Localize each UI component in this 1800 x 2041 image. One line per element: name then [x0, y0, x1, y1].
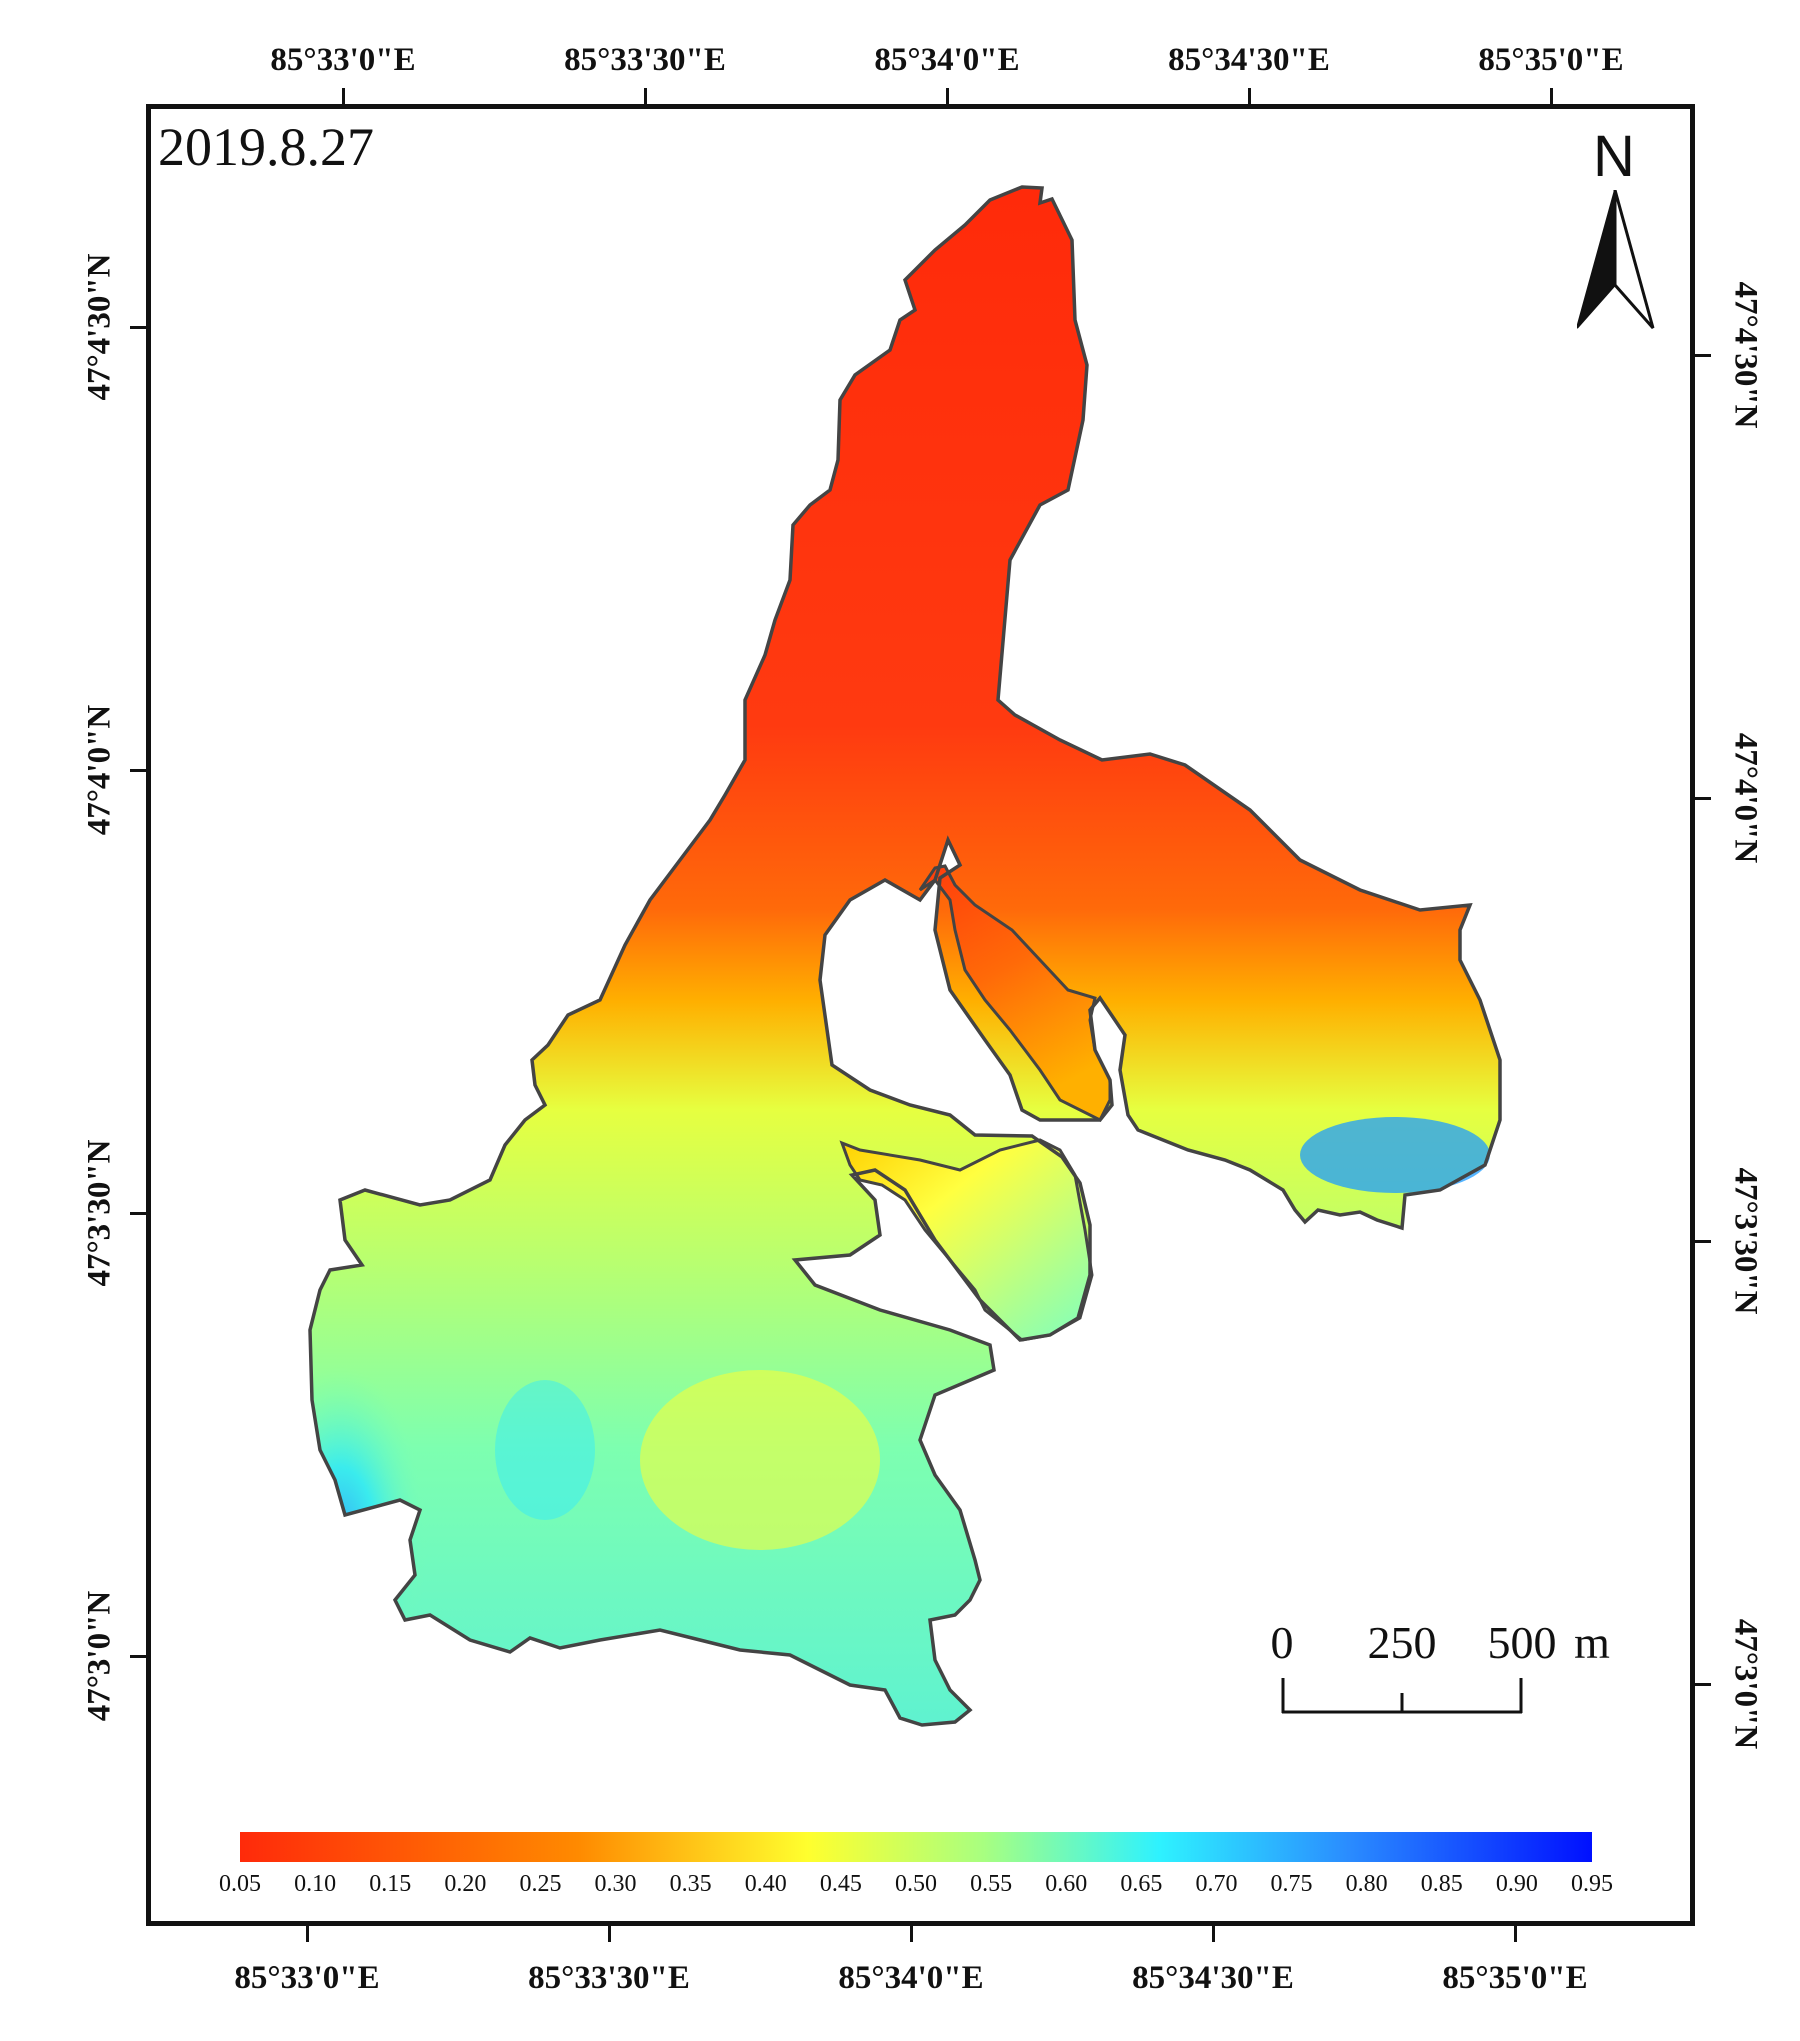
colorbar-tick-label: 0.95	[1571, 1871, 1613, 1897]
left-lat-label-3: 47°3'30"N	[81, 1139, 118, 1287]
left-lat-label-2: 47°4'0"N	[81, 704, 118, 836]
colorbar-tick-label: 0.75	[1270, 1871, 1313, 1897]
right-tick-1	[1695, 354, 1711, 357]
main-lake-outline	[308, 185, 1502, 1727]
colorbar-tick-label: 0.90	[1495, 1871, 1538, 1897]
colorbar-gradient	[240, 1832, 1592, 1862]
bottom-lon-label-1: 85°33'0"E	[234, 1960, 380, 1996]
scale-bar-line	[1281, 1678, 1523, 1714]
colorbar-tick-label: 0.80	[1345, 1871, 1388, 1897]
colorbar-tick-label: 0.50	[895, 1871, 937, 1897]
colorbar-tick-label: 0.45	[819, 1871, 862, 1897]
colorbar-tick-label: 0.05	[219, 1871, 261, 1897]
right-tick-4	[1695, 1683, 1711, 1686]
colorbar-tick-label: 0.60	[1045, 1871, 1088, 1897]
left-lat-label-1: 47°4'30"N	[81, 253, 118, 401]
bottom-lon-label-4: 85°34'30"E	[1132, 1960, 1294, 1996]
top-tick-5	[1550, 88, 1553, 104]
main-lake-yellow-patch	[640, 1370, 880, 1550]
top-tick-4	[1248, 88, 1251, 104]
north-arrow-icon	[1577, 190, 1655, 329]
colorbar-tick-label: 0.10	[294, 1871, 337, 1897]
colorbar-tick-label: 0.65	[1120, 1871, 1163, 1897]
top-lon-label-2: 85°33'30"E	[564, 42, 726, 78]
colorbar-tick-label: 0.15	[369, 1871, 412, 1897]
right-tick-3	[1695, 1240, 1711, 1243]
top-tick-1	[342, 88, 345, 104]
colorbar-tick-label: 0.35	[669, 1871, 712, 1897]
left-tick-2	[130, 769, 146, 772]
top-lon-label-5: 85°35'0"E	[1478, 42, 1624, 78]
top-lon-label-3: 85°34'0"E	[874, 42, 1020, 78]
main-lake-polygon	[310, 187, 1500, 1725]
right-lat-label-2: 47°4'0"N	[1727, 732, 1764, 864]
colorbar-tick-label: 0.55	[970, 1871, 1013, 1897]
left-lat-label-4: 47°3'0"N	[81, 1590, 118, 1722]
north-letter: N	[1593, 124, 1635, 189]
scale-label-250: 250	[1367, 1617, 1437, 1668]
colorbar-tick-label: 0.30	[594, 1871, 637, 1897]
colorbar-tick-label: 0.20	[444, 1871, 487, 1897]
bottom-lon-label-3: 85°34'0"E	[838, 1960, 984, 1996]
east-lobe-blue-patch	[1300, 1117, 1490, 1193]
top-lon-label-4: 85°34'30"E	[1168, 42, 1330, 78]
bottom-tick-4	[1212, 1926, 1215, 1942]
left-tick-3	[130, 1212, 146, 1215]
scale-label-0: 0	[1270, 1617, 1294, 1668]
top-tick-2	[644, 88, 647, 104]
bottom-tick-2	[608, 1926, 611, 1942]
right-lat-label-3: 47°3'30"N	[1727, 1167, 1764, 1315]
left-tick-1	[130, 326, 146, 329]
top-tick-3	[946, 88, 949, 104]
right-lat-label-4: 47°3'0"N	[1727, 1618, 1764, 1750]
bottom-tick-1	[306, 1926, 309, 1942]
colorbar-tick-label: 0.25	[519, 1871, 562, 1897]
top-lon-label-1: 85°33'0"E	[270, 42, 416, 78]
main-lake-blue-overlay	[310, 1160, 560, 1640]
bottom-lon-label-2: 85°33'30"E	[528, 1960, 690, 1996]
right-lat-label-1: 47°4'30"N	[1727, 281, 1764, 429]
main-lake-cyan-patch	[495, 1380, 595, 1520]
colorbar-tick-label: 0.70	[1195, 1871, 1238, 1897]
scale-label-500: 500	[1487, 1617, 1557, 1668]
right-tick-2	[1695, 797, 1711, 800]
map-frame	[146, 104, 1695, 1926]
bottom-lon-label-5: 85°35'0"E	[1442, 1960, 1588, 1996]
colorbar-tick-label: 0.40	[744, 1871, 787, 1897]
bottom-tick-3	[910, 1926, 913, 1942]
bottom-tick-5	[1514, 1926, 1517, 1942]
colorbar-tick-label: 0.85	[1420, 1871, 1463, 1897]
scale-unit: m	[1574, 1617, 1610, 1668]
left-tick-4	[130, 1655, 146, 1658]
date-label: 2019.8.27	[158, 117, 374, 177]
scale-bar: 0 250 500 m	[1270, 1620, 1630, 1730]
